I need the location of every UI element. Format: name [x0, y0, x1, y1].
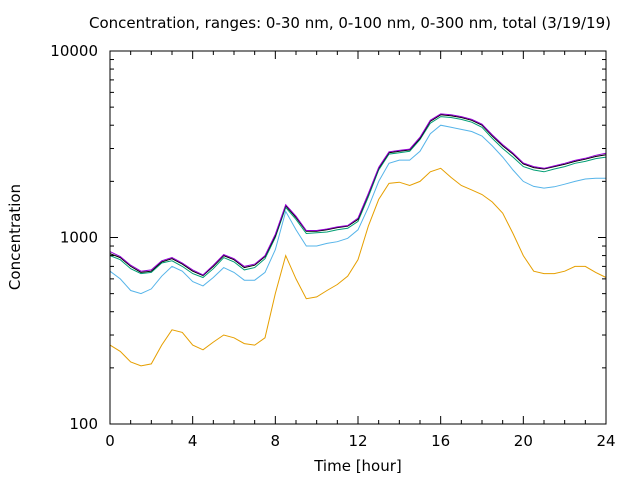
chart-title: Concentration, ranges: 0-30 nm, 0-100 nm… — [89, 14, 611, 32]
x-tick-label: 0 — [105, 432, 115, 450]
series-layer — [109, 113, 607, 367]
x-axis-label: Time [hour] — [314, 457, 402, 475]
series-line-0 — [109, 167, 607, 367]
x-tick-label: 24 — [596, 432, 615, 450]
y-tick-label: 100 — [69, 415, 98, 433]
series-line-2 — [109, 116, 607, 279]
x-tick-label: 12 — [348, 432, 367, 450]
y-axis-label: Concentration — [6, 183, 24, 291]
y-tick-label: 1000 — [60, 229, 98, 247]
series-line-4 — [109, 113, 607, 276]
series-line-1 — [109, 124, 606, 295]
x-tick-label: 8 — [271, 432, 281, 450]
y-tick-label: 10000 — [50, 42, 98, 60]
series-line-3 — [109, 114, 607, 277]
x-tick-label: 20 — [514, 432, 533, 450]
axis-layer: 0 4 8 12 16 20 24 100 1000 10000 — [50, 42, 615, 450]
plot-frame — [109, 50, 607, 425]
x-tick-label: 16 — [431, 432, 450, 450]
x-tick-label: 4 — [188, 432, 198, 450]
